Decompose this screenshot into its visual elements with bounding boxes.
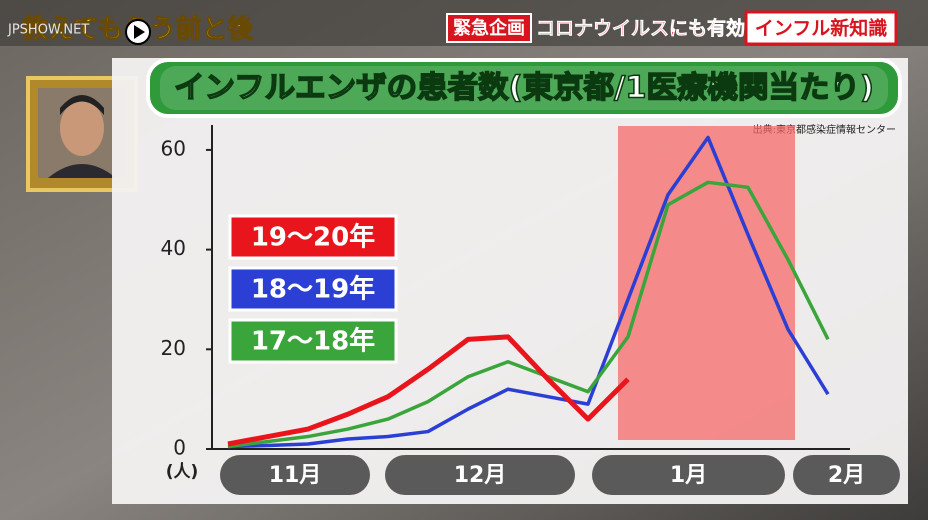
series-box bbox=[744, 10, 898, 46]
month-band bbox=[793, 455, 900, 495]
title-bar bbox=[146, 58, 902, 118]
tag-box bbox=[446, 13, 532, 43]
series-line bbox=[227, 180, 830, 449]
person-body bbox=[48, 164, 116, 178]
series-line bbox=[227, 334, 630, 447]
legend-label: 17〜18年 bbox=[251, 326, 375, 357]
watermark: JPSHOW.NET bbox=[7, 23, 89, 38]
highlight-band bbox=[618, 126, 795, 440]
tag: 緊急企画 bbox=[453, 17, 525, 39]
y-tick-label: 0 bbox=[173, 436, 186, 460]
person-face bbox=[60, 100, 104, 156]
title-shine bbox=[160, 66, 888, 110]
month-band bbox=[385, 455, 575, 495]
y-unit: (人) bbox=[166, 462, 199, 482]
y-tick-label: 20 bbox=[161, 336, 186, 360]
legend-label: 19〜20年 bbox=[251, 222, 375, 253]
month-band bbox=[592, 455, 785, 495]
chart-title: インフルエンザの患者数(東京都/1医療機関当たり) bbox=[174, 71, 874, 106]
x-group-label: 11月 bbox=[269, 463, 322, 488]
y-tick-label: 60 bbox=[161, 136, 186, 160]
person-hair bbox=[60, 95, 104, 115]
month-band bbox=[220, 455, 370, 495]
legend-box bbox=[228, 318, 398, 364]
topic: コロナウイルスにも有効 bbox=[536, 17, 745, 40]
x-group-label: 12月 bbox=[454, 463, 507, 488]
x-group-label: 1月 bbox=[670, 463, 707, 488]
legend-box bbox=[228, 266, 398, 312]
x-group-label: 2月 bbox=[828, 463, 865, 488]
legend-box bbox=[228, 214, 398, 260]
show-title: 教えてもらう前と後 bbox=[22, 14, 254, 45]
series-name: インフル新知識 bbox=[755, 17, 887, 40]
play-icon-triangle bbox=[134, 25, 145, 39]
legend-label: 18〜19年 bbox=[251, 274, 375, 305]
y-tick-label: 40 bbox=[161, 236, 186, 260]
